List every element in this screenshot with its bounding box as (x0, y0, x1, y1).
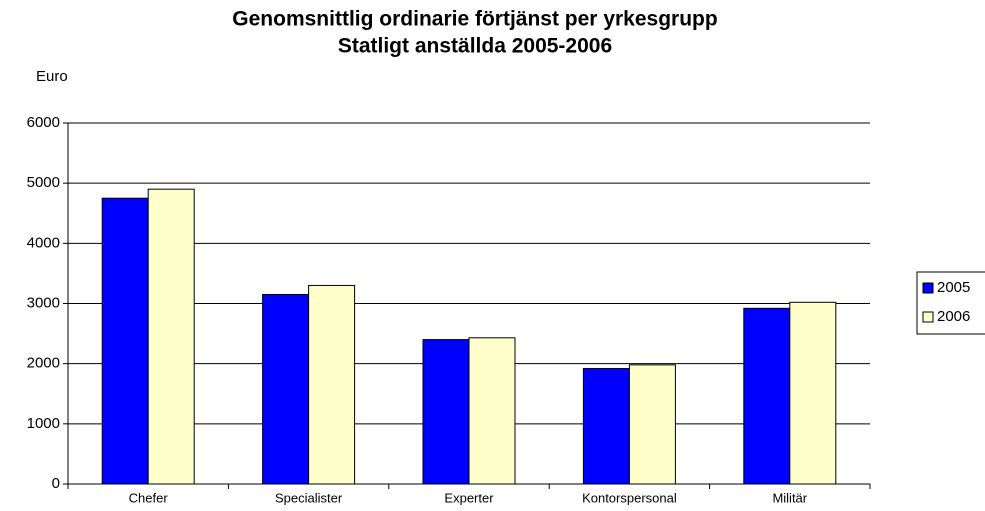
x-tick-label: Experter (444, 490, 494, 505)
bar (743, 307, 791, 485)
chart-subtitle: Statligt anställda 2005-2006 (338, 35, 612, 58)
y-tick-label: 1000 (27, 415, 60, 432)
bar (308, 284, 356, 485)
x-tick-label: Kontorspersonal (582, 490, 677, 505)
legend-label: 2005 (937, 279, 970, 296)
bar (147, 188, 195, 485)
y-tick-label: 6000 (27, 114, 60, 131)
bar (422, 339, 470, 485)
x-tick-label: Chefer (129, 490, 169, 505)
bar (468, 337, 516, 485)
bar (628, 364, 676, 485)
y-tick-label: 3000 (27, 294, 60, 311)
y-tick-label: 0 (52, 475, 60, 492)
y-tick-label: 4000 (27, 234, 60, 251)
bar (582, 367, 630, 485)
y-axis-label: Euro (36, 68, 68, 85)
bar (789, 301, 837, 485)
legend-box (916, 271, 985, 335)
chart-title: Genomsnittlig ordinarie förtjänst per yr… (232, 8, 717, 31)
y-tick-label: 5000 (27, 174, 60, 191)
legend-swatch (922, 282, 934, 294)
x-tick-label: Specialister (275, 490, 343, 505)
y-tick-label: 2000 (27, 355, 60, 372)
x-tick-label: Militär (772, 490, 807, 505)
legend-swatch (922, 311, 934, 323)
bar (101, 197, 149, 485)
bar (262, 293, 310, 485)
legend-label: 2006 (937, 308, 970, 325)
